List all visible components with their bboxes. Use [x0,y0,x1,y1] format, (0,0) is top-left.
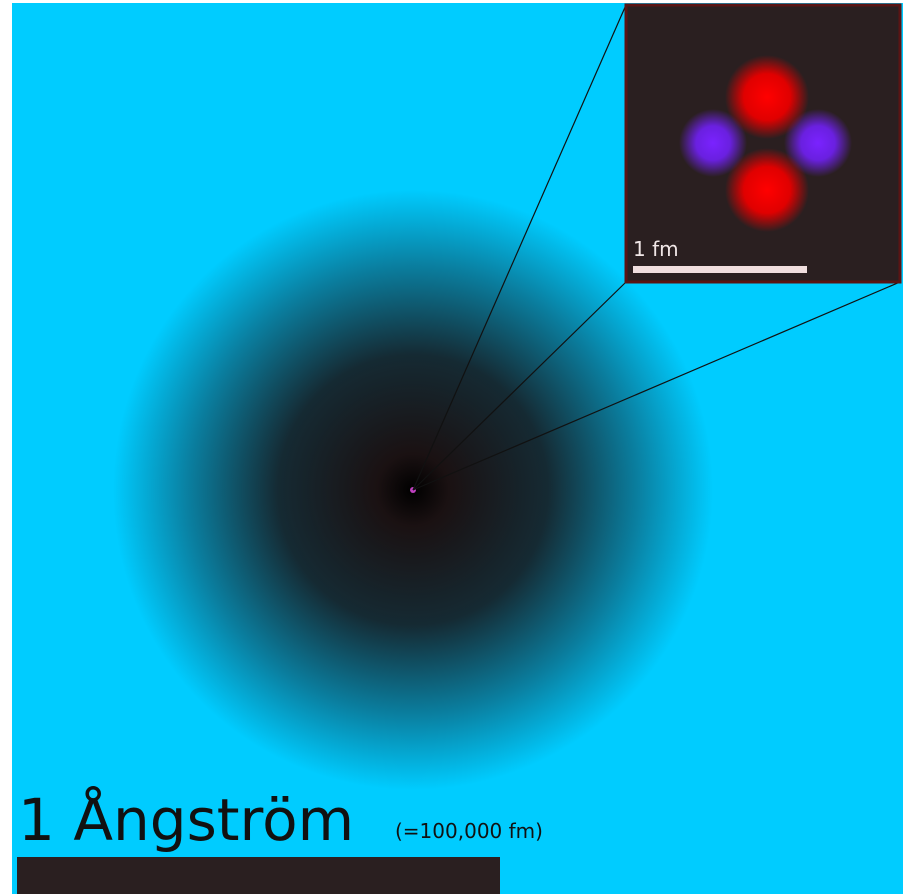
inset-scale-label: 1 fm [633,237,679,261]
proton [725,148,809,232]
scale-note: (=100,000 fm) [395,819,543,843]
neutron [679,109,747,177]
scale-label: 1 Ångström [18,785,354,854]
scale-bar [17,857,500,894]
proton [725,55,809,139]
neutron [784,109,852,177]
zoom-lines [412,4,901,491]
inset [624,3,902,284]
inset-scale-bar [633,266,807,273]
